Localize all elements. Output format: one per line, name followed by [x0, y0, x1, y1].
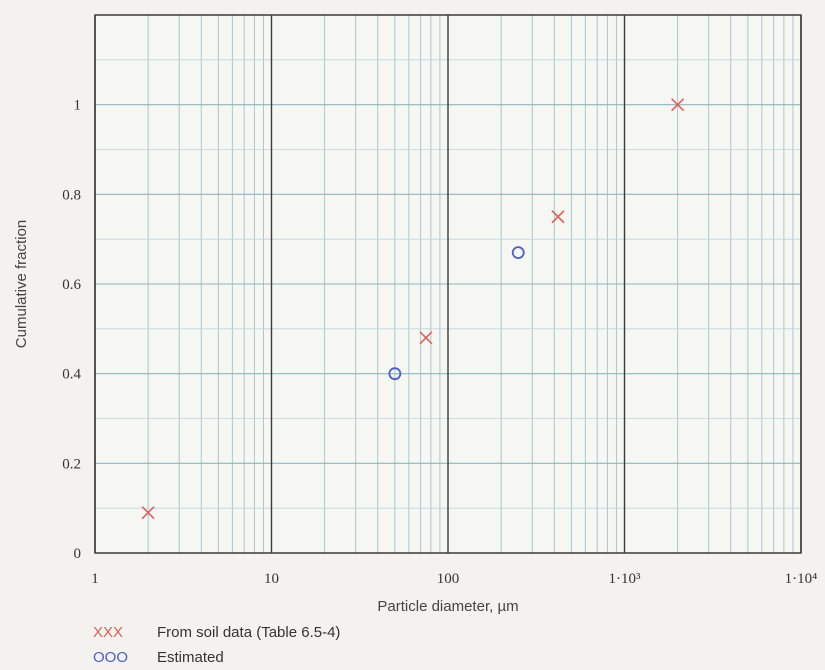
plot-frame: [94, 14, 802, 554]
data-point-soil-data: [419, 331, 433, 345]
y-axis-label: Cumulative fraction: [13, 220, 30, 348]
y-tick-label: 0.8: [62, 187, 81, 203]
x-tick-label: 10: [264, 571, 279, 587]
y-tick-label: 0.4: [62, 367, 81, 383]
data-point-soil-data: [671, 98, 685, 112]
data-points: [141, 98, 685, 520]
data-point-estimated: [388, 367, 402, 381]
legend-label-soil-data: From soil data (Table 6.5-4): [157, 624, 340, 641]
legend-symbol-estimated: OOO: [93, 649, 128, 666]
minor-grid: [95, 15, 801, 553]
legend-label-estimated: Estimated: [157, 649, 224, 666]
x-tick-label: 1: [91, 571, 99, 587]
x-tick-labels: 1 10 100 1·10³ 1·10⁴: [91, 571, 817, 587]
x-tick-label: 1·10³: [609, 571, 641, 587]
legend: XXX From soil data (Table 6.5-4) OOO Est…: [93, 624, 340, 666]
y-tick-label: 0.2: [62, 456, 81, 472]
x-tick-label: 1·10⁴: [785, 571, 818, 587]
y-tick-label: 0.6: [62, 277, 81, 293]
x-tick-label: 100: [437, 571, 460, 587]
y-tick-label: 0: [74, 546, 82, 562]
legend-symbol-soil-data: XXX: [93, 624, 123, 641]
y-tick-labels: 0 0.2 0.4 0.6 0.8 1: [62, 98, 81, 562]
data-point-soil-data: [141, 506, 155, 520]
y-tick-label: 1: [74, 98, 82, 114]
data-point-soil-data: [551, 210, 565, 224]
data-point-estimated: [511, 246, 525, 260]
x-axis-label: Particle diameter, µm: [377, 598, 518, 615]
